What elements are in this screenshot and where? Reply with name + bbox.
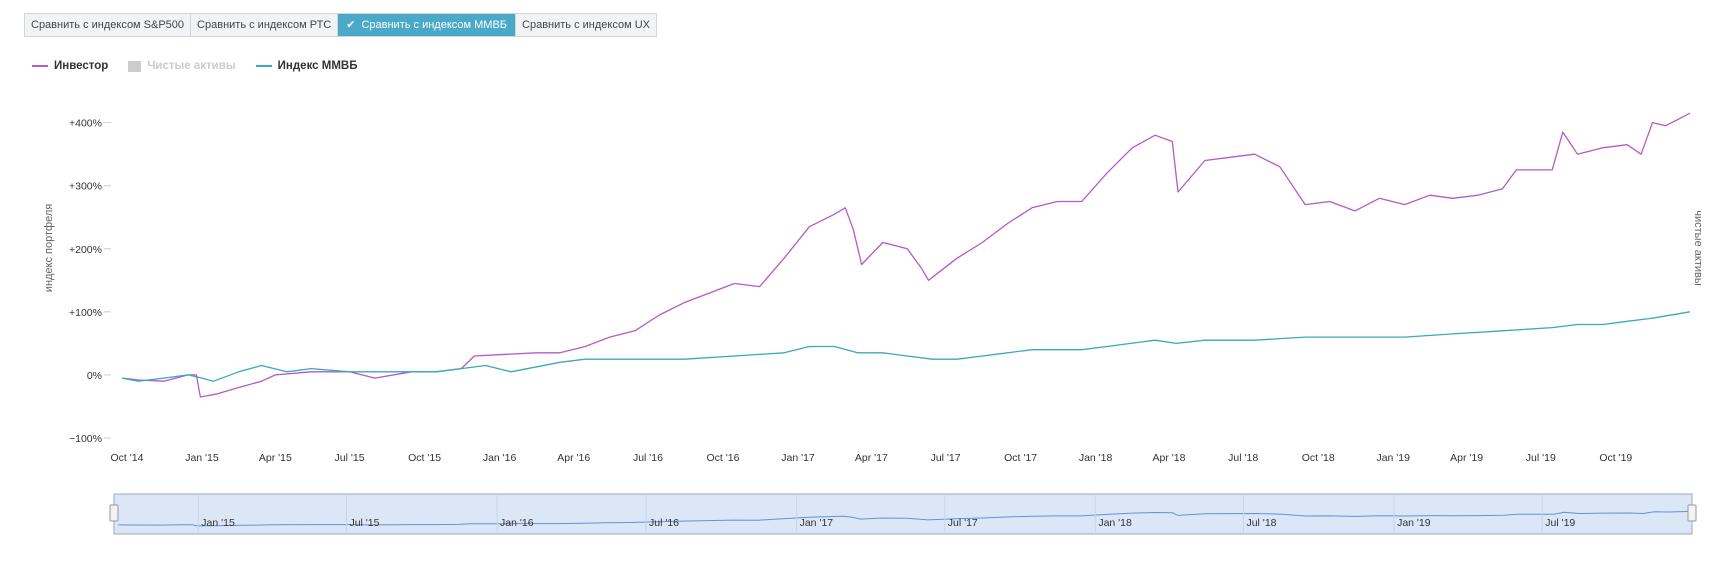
x-tick-label: Jan '15 (185, 452, 219, 464)
navigator-right-handle[interactable] (1687, 504, 1697, 522)
x-tick-label: Jan '16 (483, 452, 517, 464)
x-tick-label: Apr '15 (259, 452, 292, 464)
navigator-tick-label: Jul '16 (649, 517, 679, 529)
x-tick-label: Jul '15 (335, 452, 365, 464)
x-tick-label: Jan '18 (1079, 452, 1113, 464)
legend-item-micex[interactable]: Индекс ММВБ (255, 60, 358, 72)
x-tick-label: Apr '16 (557, 452, 590, 464)
x-axis-ticks: Oct '14 Jan '15 Apr '15 Jul '15 Oct '15 Jan '… (111, 452, 1633, 464)
chart-series (121, 112, 1691, 398)
legend-label-net-assets: Чистые активы (147, 60, 236, 72)
x-tick-label: Oct '17 (1004, 452, 1037, 464)
micex-series-line (121, 311, 1691, 382)
navigator-tick-label: Jan '15 (201, 517, 235, 529)
y-tick-label: 0% (87, 370, 102, 382)
navigator-series-line (118, 510, 1693, 527)
y2-axis-title: чистые активы (1692, 210, 1704, 286)
investor-series-line (122, 112, 1691, 398)
net-assets-box-swatch (128, 60, 142, 72)
x-tick-label: Jul '17 (931, 452, 961, 464)
navigator[interactable]: Jan '15 Jul '15 Jan '16 Jul '16 Jan '17 Jul '… (109, 493, 1697, 535)
navigator-range (113, 493, 1693, 535)
x-tick-label: Apr '18 (1153, 452, 1186, 464)
navigator-tick-label: Jan '18 (1098, 517, 1132, 529)
tab-compare-ux[interactable]: Сравнить с индексом UX (516, 14, 656, 36)
navigator-tick-label: Jan '16 (500, 517, 534, 529)
navigator-tick-label: Jul '19 (1545, 517, 1575, 529)
navigator-tick-label: Jan '19 (1397, 517, 1431, 529)
legend-label-investor: Инвестор (54, 60, 109, 72)
x-tick-label: Jul '18 (1228, 452, 1258, 464)
x-tick-label: Jul '19 (1526, 452, 1556, 464)
micex-line-swatch (255, 65, 272, 67)
x-tick-label: Oct '19 (1599, 452, 1632, 464)
x-tick-label: Jan '19 (1376, 452, 1410, 464)
navigator-tick-label: Jan '17 (800, 517, 834, 529)
y-tick-label: −100% (69, 433, 102, 445)
tab-compare-rts[interactable]: Сравнить с индексом РТС (191, 14, 339, 36)
navigator-tick-label: Jul '17 (948, 517, 978, 529)
navigator-tick-label: Jul '15 (349, 517, 379, 529)
tab-compare-sp500[interactable]: Сравнить с индексом S&P500 (25, 14, 192, 36)
x-tick-label: Jan '17 (781, 452, 815, 464)
y-tick-label: +400% (69, 118, 102, 130)
legend-label-micex: Индекс ММВБ (277, 60, 358, 72)
y-axis-ticks: −100% 0% +100% +200% +300% +400% (69, 118, 102, 445)
x-tick-label: Apr '17 (855, 452, 888, 464)
y-tick-label: +300% (69, 181, 102, 193)
navigator-left-handle[interactable] (109, 504, 119, 522)
tab-compare-micex[interactable]: ✔ Сравнить с индексом ММВБ (338, 14, 517, 36)
tab-compare-micex-label: Сравнить с индексом ММВБ (361, 19, 508, 31)
x-tick-label: Oct '14 (111, 452, 144, 464)
y-axis-title: индекс портфеля (43, 204, 55, 292)
legend-item-net-assets[interactable]: Чистые активы (128, 60, 236, 72)
x-tick-label: Apr '19 (1450, 452, 1483, 464)
x-tick-label: Oct '15 (408, 452, 441, 464)
navigator-tick-label: Jul '18 (1246, 517, 1276, 529)
investor-line-swatch (32, 65, 48, 67)
check-icon: ✔ (346, 19, 356, 31)
chart-legend: Инвестор Чистые активы Индекс ММВБ (32, 60, 378, 72)
index-compare-tabs: Сравнить с индексом S&P500 Сравнить с ин… (24, 13, 657, 37)
x-tick-label: Jul '16 (633, 452, 663, 464)
legend-item-investor[interactable]: Инвестор (32, 60, 108, 72)
chart-gridlines (104, 122, 111, 439)
x-tick-label: Oct '18 (1302, 452, 1335, 464)
y-tick-label: +200% (69, 244, 102, 256)
x-tick-label: Oct '16 (707, 452, 740, 464)
y-tick-label: +100% (69, 307, 102, 319)
